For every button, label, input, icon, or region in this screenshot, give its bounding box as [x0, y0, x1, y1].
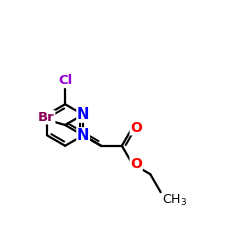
Text: O: O	[130, 157, 142, 171]
Text: CH$_3$: CH$_3$	[162, 194, 187, 208]
Text: Cl: Cl	[58, 74, 72, 88]
Text: O: O	[130, 157, 142, 171]
Text: O: O	[130, 121, 142, 135]
Text: O: O	[130, 121, 142, 135]
Text: Br: Br	[38, 111, 55, 124]
Text: Br: Br	[38, 111, 55, 124]
Text: N: N	[77, 107, 89, 122]
Text: Cl: Cl	[58, 74, 72, 88]
Text: N: N	[77, 128, 89, 143]
Text: N: N	[77, 128, 89, 143]
Text: N: N	[77, 107, 89, 122]
